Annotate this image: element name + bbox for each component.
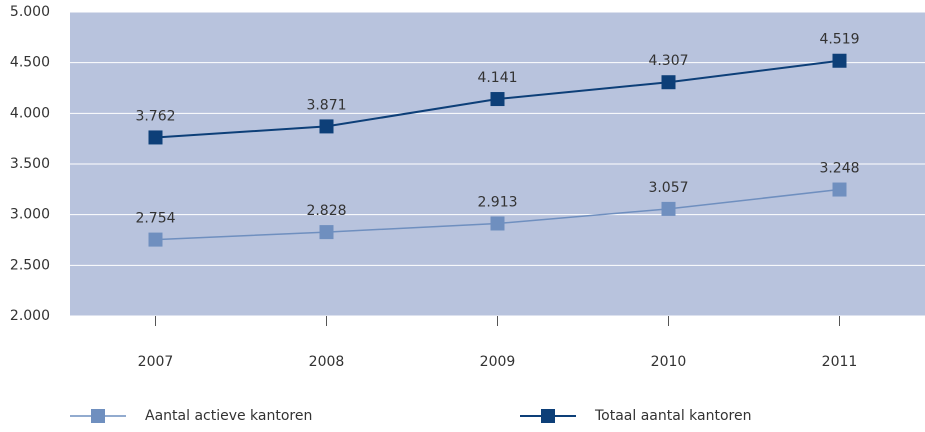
x-tick-label: 2009 — [480, 354, 516, 370]
data-label: 4.141 — [477, 70, 517, 86]
data-label: 3.762 — [135, 108, 175, 124]
legend-label: Aantal actieve kantoren — [145, 408, 312, 424]
y-tick-label: 2.500 — [10, 257, 50, 273]
y-tick-label: 3.000 — [10, 207, 50, 223]
data-label: 2.754 — [135, 211, 175, 227]
y-tick-label: 4.500 — [10, 55, 50, 71]
marker — [148, 130, 163, 145]
x-tick-label: 2007 — [138, 354, 174, 370]
y-tick-label: 3.500 — [10, 156, 50, 172]
data-label: 3.057 — [648, 180, 688, 196]
data-label: 4.307 — [648, 53, 688, 69]
x-tick-label: 2010 — [651, 354, 687, 370]
x-tick-label: 2008 — [309, 354, 345, 370]
legend-marker — [541, 409, 555, 423]
marker — [661, 75, 676, 90]
marker — [661, 201, 676, 216]
data-label: 4.519 — [819, 32, 859, 48]
data-label: 3.871 — [306, 97, 346, 113]
y-tick-label: 5.000 — [10, 4, 50, 20]
legend-label: Totaal aantal kantoren — [594, 408, 751, 424]
marker — [319, 225, 334, 240]
marker — [490, 216, 505, 231]
marker — [148, 232, 163, 247]
data-label: 2.913 — [477, 194, 517, 210]
marker — [832, 53, 847, 68]
data-label: 2.828 — [306, 203, 346, 219]
x-tick-label: 2011 — [822, 354, 858, 370]
legend-marker — [91, 409, 105, 423]
data-label: 3.248 — [819, 161, 859, 177]
y-tick-label: 4.000 — [10, 105, 50, 121]
y-tick-label: 2.000 — [10, 308, 50, 324]
marker — [832, 182, 847, 197]
marker — [490, 92, 505, 107]
marker — [319, 119, 334, 134]
